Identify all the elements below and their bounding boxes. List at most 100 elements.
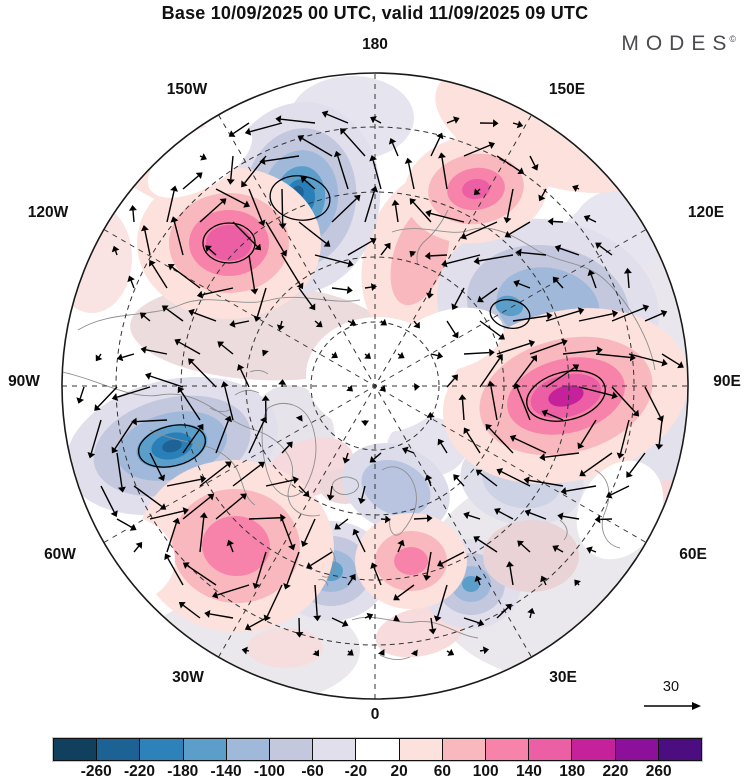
wind-arrow-head (486, 380, 495, 387)
wind-arrow-head (540, 575, 548, 583)
wind-arrow-head (224, 415, 233, 423)
wind-arrow-head (616, 452, 625, 459)
wind-arrow (221, 344, 234, 355)
colorbar-tick-label: 60 (433, 763, 452, 780)
wind-arrow-head (326, 494, 335, 501)
wind-arrow (496, 342, 531, 355)
wind-arrow (397, 544, 402, 553)
colorbar-cell-14 (657, 739, 702, 760)
wind-arrow (193, 311, 217, 322)
wind-arrow-head (200, 475, 207, 484)
wind-arrow-head (463, 511, 470, 520)
wind-arrow-head (605, 491, 613, 499)
wind-arrow (556, 547, 564, 553)
wind-arrow-head (300, 540, 309, 548)
wind-arrow-head (278, 379, 287, 385)
wind-arrow (98, 353, 102, 358)
wind-arrow (413, 320, 418, 325)
streamline-loop (202, 222, 256, 264)
wind-arrow-head (477, 619, 485, 627)
wind-arrow (331, 287, 348, 291)
wind-arrow-head (611, 391, 618, 400)
wind-arrow-head (531, 163, 539, 171)
wind-arrow-head (117, 486, 126, 493)
colorbar-cell-9 (441, 739, 486, 760)
wind-arrow (430, 353, 438, 357)
wind-arrow (520, 543, 531, 553)
wind-arrow-head (139, 312, 147, 320)
wind-arrow-head (506, 561, 514, 568)
wind-arrow (521, 251, 547, 256)
wind-arrow (397, 584, 415, 598)
wind-arrow-head (433, 615, 442, 622)
wind-arrow (364, 353, 368, 356)
wind-arrow-head (361, 420, 370, 427)
wind-arrow (298, 287, 313, 307)
wind-arrow (546, 412, 564, 421)
wind-arrow-head (515, 248, 522, 257)
wind-arrow-head (554, 244, 562, 253)
anomaly-fill-layer (63, 74, 687, 698)
wind-arrow (463, 617, 480, 624)
wind-arrow-head (297, 135, 305, 142)
wind-arrow-head (451, 331, 459, 339)
wind-arrow-head (170, 216, 179, 223)
wind-arrow (628, 353, 663, 364)
wind-arrow (380, 246, 388, 256)
wind-arrow-head (340, 128, 347, 135)
wind-arrow-head (541, 409, 549, 417)
wind-arrow-head (482, 646, 490, 655)
wind-arrow-head (451, 303, 459, 310)
wind-arrow-head (539, 453, 546, 462)
wind-arrow-head (347, 259, 354, 268)
wind-arrow (266, 584, 283, 617)
wind-arrow (446, 254, 481, 265)
meridian-label-150W: 150W (167, 81, 208, 98)
wind-arrow-head (241, 180, 248, 188)
streamline-loop (138, 424, 206, 468)
wind-arrow-head (370, 283, 377, 292)
wind-arrow-head (204, 610, 211, 618)
wind-arrow-head (342, 457, 351, 464)
wind-arrow-head (475, 469, 483, 477)
wind-arrow-head (205, 245, 212, 252)
wind-arrow-head (370, 116, 377, 124)
wind-arrow-head (426, 514, 433, 523)
wind-arrow-head (516, 120, 524, 129)
wind-arrow-head (377, 648, 385, 656)
page-title: Base 10/09/2025 00 UTC, valid 11/09/2025… (161, 3, 589, 23)
wind-vector-field (76, 110, 684, 657)
wind-arrow-head (323, 240, 331, 247)
wind-arrow-head (504, 230, 512, 238)
wind-arrow (182, 496, 211, 520)
wind-arrow-head (306, 562, 313, 569)
wind-arrow-head (240, 493, 247, 501)
wind-arrow-head (574, 579, 581, 587)
wind-arrow (280, 118, 316, 124)
wind-arrow (595, 353, 631, 359)
wind-arrow-head (95, 354, 103, 362)
wind-arrow (133, 545, 140, 553)
wind-arrow (479, 358, 501, 388)
wind-arrow-head (655, 443, 664, 450)
wind-arrow-head (364, 352, 371, 359)
meridian-label-180: 180 (362, 36, 388, 53)
wind-arrow-head (505, 603, 512, 611)
wind-arrow-head (170, 185, 178, 192)
wind-arrow (331, 353, 334, 356)
colorbar-tick-label: 180 (559, 763, 586, 780)
wind-arrow-head (493, 119, 499, 128)
wind-arrow (496, 155, 520, 172)
wind-arrow (529, 613, 532, 619)
vector-legend: 30 (644, 679, 701, 710)
wind-arrow (463, 144, 491, 157)
wind-arrow-head (370, 186, 379, 193)
meridian-label-120W: 120W (28, 204, 69, 221)
wind-arrow-head (626, 470, 633, 478)
copyright-icon: © (729, 34, 736, 44)
wind-arrow (541, 188, 547, 197)
wind-arrow-head (278, 223, 287, 229)
wind-arrow (347, 320, 352, 324)
wind-arrow-head (188, 308, 195, 317)
meridian-label-150E: 150E (549, 81, 585, 98)
